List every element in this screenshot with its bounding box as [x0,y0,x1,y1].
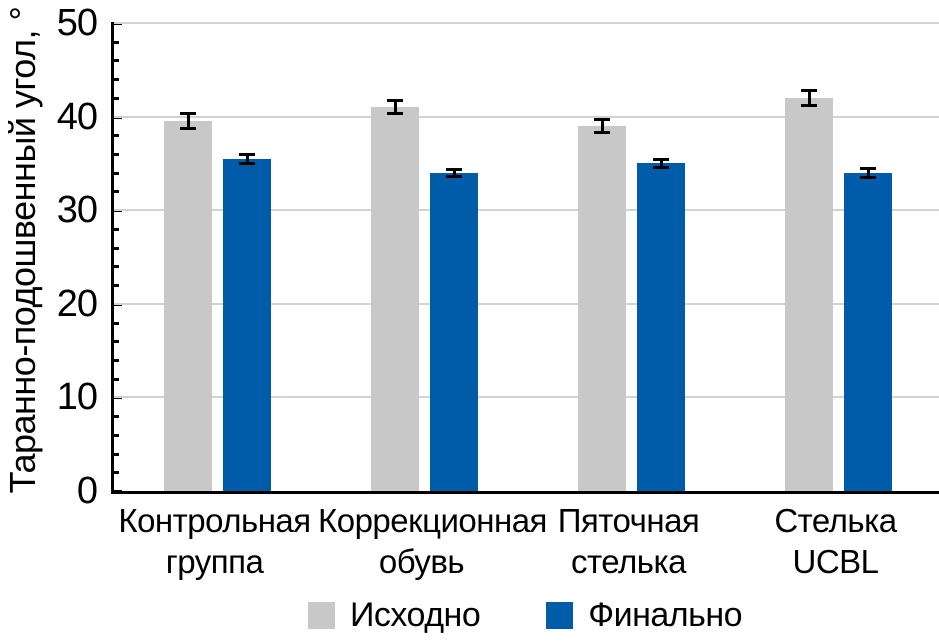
error-bar-cap-bottom [387,112,403,116]
x-category-label-line: Контрольная [118,502,311,539]
error-bar-cap-top [801,88,817,92]
bar-Финально-Коррекционная обувь [430,172,478,491]
y-minor-tick [111,284,119,288]
y-minor-tick [111,134,119,138]
y-minor-tick [111,78,119,82]
x-category-label-line: Стелька [774,502,897,539]
y-minor-tick [111,171,119,175]
legend-item-Исходно: Исходно [307,595,481,635]
bar-Исходно-Пяточная стелька [578,125,626,491]
legend-item-Финально: Финально [546,596,742,635]
error-bar-cap-top [446,167,462,171]
error-bar-cap-top [594,117,610,121]
y-minor-tick [111,415,119,419]
x-category-label-line: обувь [378,543,465,580]
x-category-label-4: Стелька UCBL [732,500,939,582]
bar-Исходно-Контрольная группа [164,121,212,491]
error-bar-cap-top [180,112,196,116]
error-bar-cap-bottom [653,165,669,169]
error-bar-cap-bottom [446,175,462,178]
legend-label: Исходно [349,595,481,634]
y-minor-tick [111,377,119,381]
x-category-label-line: группа [165,543,264,580]
gridline-30 [114,209,939,212]
bar-Исходно-Коррекционная обувь [371,107,419,491]
y-tick-label-20: 20 [56,282,98,325]
y-minor-tick [111,40,119,44]
x-category-label-line: Коррекционная [318,502,547,539]
error-bar-cap-bottom [239,161,255,165]
legend-label: Финально [588,595,742,634]
y-tick-label-40: 40 [56,95,98,138]
error-bar-line [186,113,190,129]
y-minor-tick [111,227,119,231]
y-minor-tick [111,96,119,100]
error-bar-line [600,119,604,133]
x-category-label-line: Пяточная [557,502,700,539]
error-bar-cap-top [653,158,669,162]
gridline-20 [114,302,939,305]
bar-Финально-Контрольная группа [223,158,271,491]
gridline-40 [114,115,939,118]
error-bar-line [866,168,870,178]
y-minor-tick [111,246,119,250]
error-bar-line [245,154,249,164]
legend: Исходно Финально [111,595,939,635]
bar-Финально-Стелька UCBL [844,172,892,491]
error-bar-cap-bottom [860,175,876,179]
plot-area [111,22,939,494]
error-bar-cap-top [239,152,255,156]
y-minor-tick [111,265,119,269]
y-minor-tick [111,452,119,456]
error-bar-cap-top [860,166,876,170]
y-minor-tick [111,321,119,325]
x-category-label-line: стелька [571,543,686,580]
x-category-label-1: Контрольная группа [111,500,318,582]
bar-Финально-Пяточная стелька [637,163,685,491]
y-minor-tick [111,358,119,362]
x-category-label-2: Коррекционная обувь [318,500,547,582]
y-minor-tick [111,433,119,437]
error-bar-cap-bottom [180,127,196,131]
legend-swatch [546,601,574,629]
y-minor-tick [111,59,119,63]
gridline-50 [114,22,939,24]
y-tick-label-10: 10 [56,376,98,419]
y-tick-label-0: 0 [76,470,98,512]
error-bar-line [807,90,811,106]
y-minor-tick [111,340,119,344]
x-category-label-line: UCBL [792,543,879,580]
error-bar-line [452,169,456,177]
y-tick-label-50: 50 [56,2,98,44]
error-bar-cap-bottom [801,103,817,107]
y-minor-tick [111,471,119,475]
legend-swatch [307,601,335,629]
y-tick-label-30: 30 [56,189,98,232]
gridline-10 [114,396,939,399]
bar-Исходно-Стелька UCBL [785,97,833,491]
y-minor-tick [111,153,119,157]
error-bar-line [393,100,397,114]
error-bar-line [659,159,663,168]
y-axis-title: Таранно-подошвенный угол, ° [2,6,43,494]
error-bar-cap-top [387,99,403,103]
y-minor-tick [111,190,119,194]
error-bar-cap-bottom [594,131,610,134]
x-category-label-3: Пяточная стелька [525,500,732,582]
